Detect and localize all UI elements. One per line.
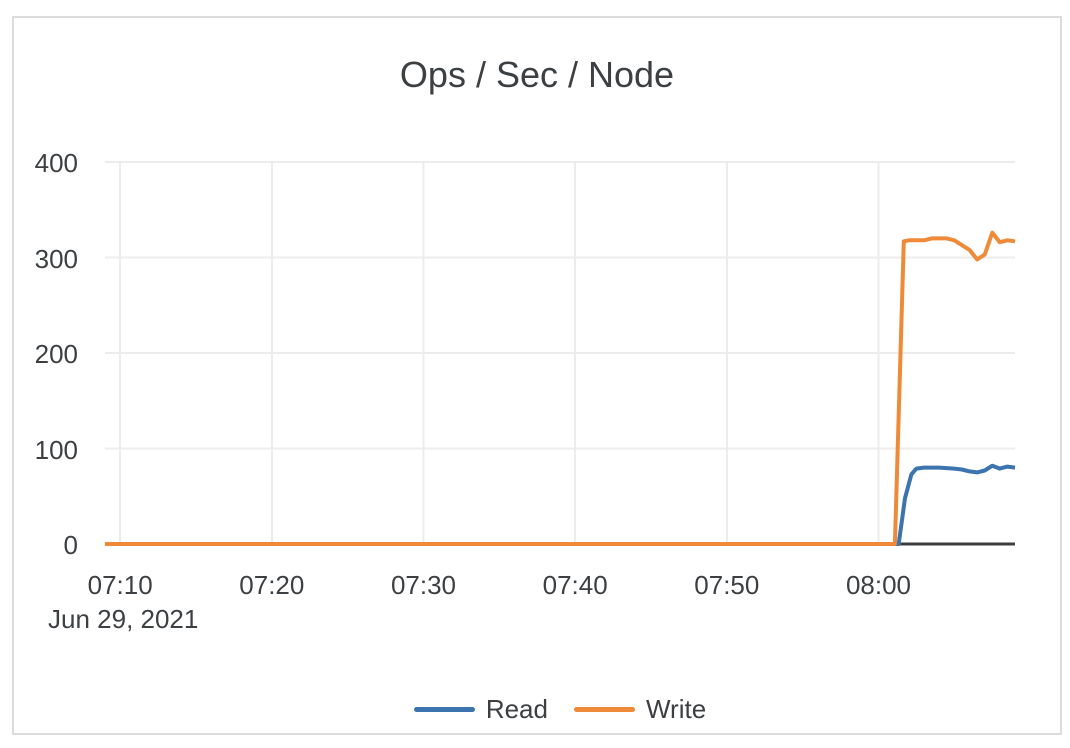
legend-item-write[interactable]: Write [573,694,707,725]
legend-label-read: Read [485,694,548,724]
x-tick-label: 07:30 [390,570,457,600]
legend: Read Write [105,694,1015,725]
write-series-line [105,230,1016,546]
legend-item-read[interactable]: Read [413,694,548,725]
y-tick-label: 100 [34,434,78,465]
x-axis-date-label: Jun 29, 2021 [48,604,199,634]
plot-area[interactable] [14,18,1060,733]
y-tick-label: 200 [34,339,78,369]
legend-label-write: Write [645,694,707,724]
x-tick-label: 07:20 [239,570,305,600]
x-tick-label: 07:10 [87,570,153,600]
chart-title: Ops / Sec / Node [399,54,675,95]
chart-card: Ops / Sec / Node 0 100 200 300 400 07:10 07:2… [12,16,1062,735]
y-tick-label: 300 [34,243,78,274]
y-tick-label: 0 [63,530,78,560]
write-series-swatch-icon [573,707,635,712]
x-tick-label: 07:40 [542,570,608,600]
y-tick-label: 400 [34,148,78,178]
read-series-swatch-icon [413,707,475,712]
x-tick-label: 07:50 [694,570,760,600]
x-tick-label: 08:00 [845,570,912,600]
